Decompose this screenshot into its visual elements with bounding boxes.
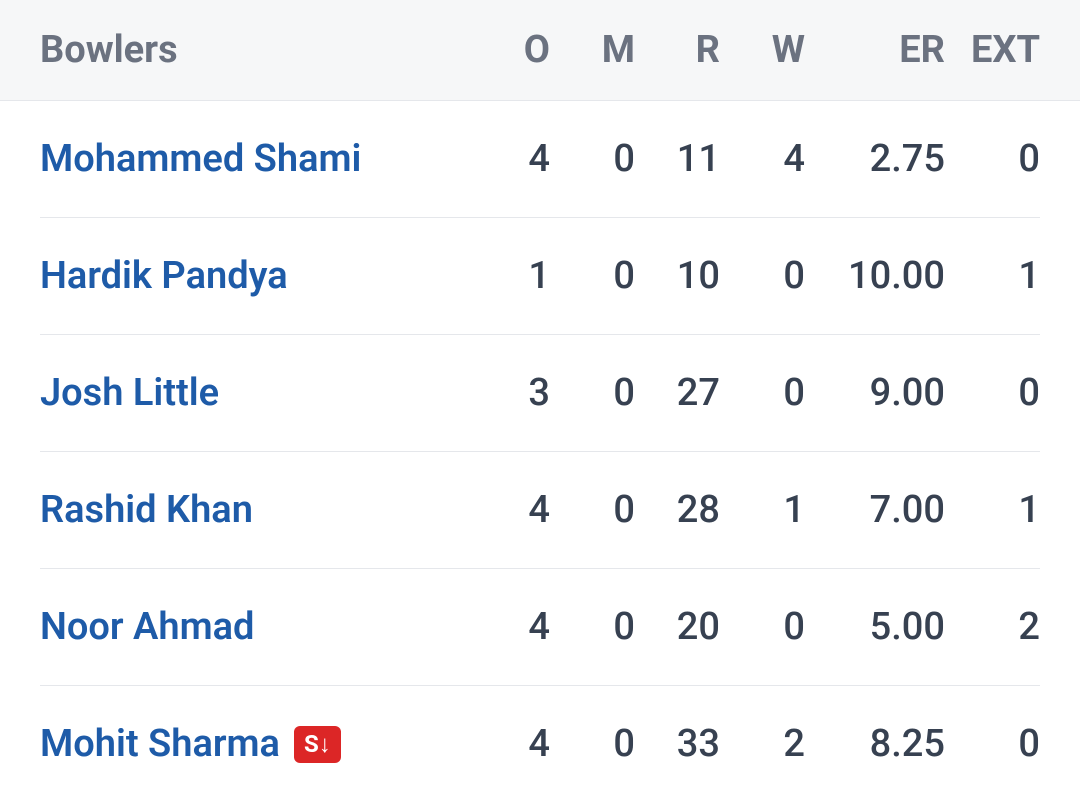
substitute-badge: S↓ [294,726,341,763]
wickets-value: 0 [783,371,805,415]
table-row: Mohammed Shami 4 0 11 4 2.75 0 [40,101,1040,218]
col-header-wickets: W [772,28,805,72]
bowler-name-link[interactable]: Noor Ahmad [40,605,254,649]
maidens-value: 0 [613,605,635,649]
bowler-name-link[interactable]: Josh Little [40,371,219,415]
extras-value: 1 [1018,488,1040,532]
wickets-value: 0 [783,254,805,298]
runs-value: 28 [677,488,720,532]
col-header-runs: R [696,28,720,72]
runs-value: 27 [677,371,720,415]
bowling-stats-table: Bowlers O M R W ER EXT Mohammed Shami 4 … [0,0,1080,802]
economy-value: 2.75 [870,137,945,181]
economy-value: 8.25 [870,722,945,766]
economy-value: 10.00 [848,254,945,298]
economy-value: 7.00 [870,488,945,532]
table-row: Rashid Khan 4 0 28 1 7.00 1 [40,452,1040,569]
maidens-value: 0 [613,488,635,532]
col-header-bowlers: Bowlers [40,28,178,72]
bowler-name-link[interactable]: Hardik Pandya [40,254,288,298]
table-row: Josh Little 3 0 27 0 9.00 0 [40,335,1040,452]
overs-value: 1 [528,254,550,298]
overs-value: 4 [528,137,550,181]
runs-value: 10 [677,254,720,298]
wickets-value: 4 [783,137,805,181]
runs-value: 20 [677,605,720,649]
col-header-extras: EXT [971,28,1040,72]
bowler-name-link[interactable]: Rashid Khan [40,488,253,532]
table-row: Hardik Pandya 1 0 10 0 10.00 1 [40,218,1040,335]
table-row: Noor Ahmad 4 0 20 0 5.00 2 [40,569,1040,686]
table-body: Mohammed Shami 4 0 11 4 2.75 0 Hardik Pa… [0,101,1080,802]
overs-value: 4 [528,722,550,766]
bowler-name-link[interactable]: Mohammed Shami [40,137,361,181]
col-header-overs: O [524,28,550,72]
overs-value: 4 [528,605,550,649]
runs-value: 11 [677,137,720,181]
table-header-row: Bowlers O M R W ER EXT [0,0,1080,101]
runs-value: 33 [677,722,720,766]
table-row: Mohit Sharma S↓ 4 0 33 2 8.25 0 [40,686,1040,802]
bowler-name-link[interactable]: Mohit Sharma [40,722,280,766]
extras-value: 0 [1018,722,1040,766]
economy-value: 5.00 [870,605,945,649]
overs-value: 3 [528,371,550,415]
wickets-value: 2 [783,722,805,766]
col-header-maidens: M [602,28,635,72]
col-header-economy: ER [899,28,945,72]
economy-value: 9.00 [870,371,945,415]
extras-value: 2 [1018,605,1040,649]
extras-value: 0 [1018,137,1040,181]
overs-value: 4 [528,488,550,532]
maidens-value: 0 [613,254,635,298]
wickets-value: 1 [783,488,805,532]
extras-value: 0 [1018,371,1040,415]
wickets-value: 0 [783,605,805,649]
maidens-value: 0 [613,371,635,415]
extras-value: 1 [1018,254,1040,298]
maidens-value: 0 [613,722,635,766]
maidens-value: 0 [613,137,635,181]
